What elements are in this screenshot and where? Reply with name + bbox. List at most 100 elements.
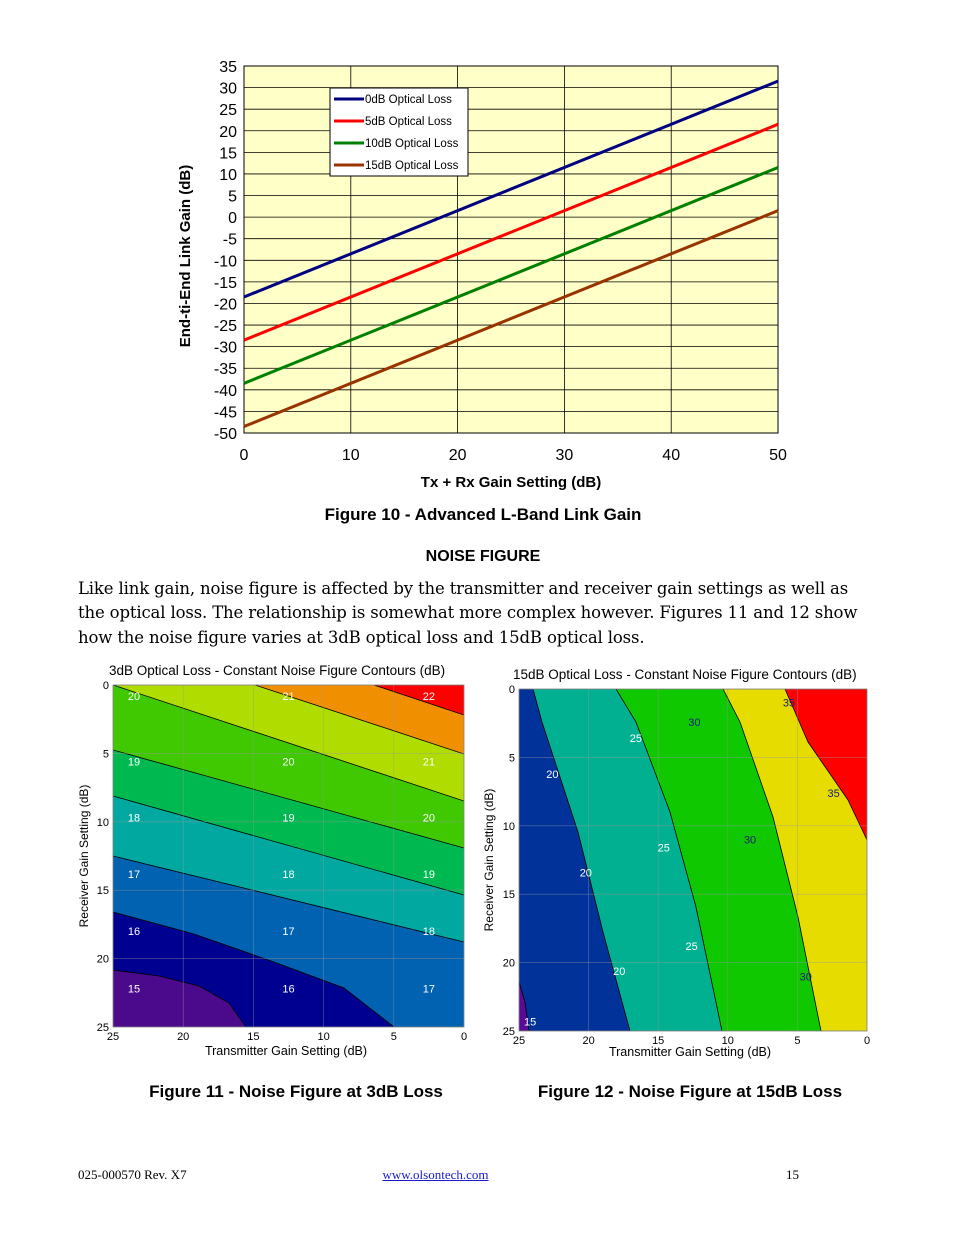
y-tick-label: 30 [219,81,237,98]
x-tick-label: 25 [107,1031,119,1043]
y-tick-label: 0 [509,684,515,696]
legend-label: 10dB Optical Loss [365,138,459,150]
contour-label: 17 [128,869,140,881]
footer-link-wrap: www.olsontech.com [0,1167,871,1183]
y-tick-label: 20 [219,124,237,141]
contour-label: 22 [423,691,435,703]
contour-label: 17 [282,926,294,938]
y-axis-label: Receiver Gain Setting (dB) [482,789,496,932]
legend-label: 0dB Optical Loss [365,94,452,106]
y-tick-label: 5 [228,189,237,206]
y-axis-label: End-ti-End Link Gain (dB) [177,165,194,347]
body-paragraph: Like link gain, noise figure is affected… [78,577,908,650]
x-tick-label: 40 [662,447,680,464]
contour-label: 18 [423,926,435,938]
y-tick-label: 15 [97,885,109,897]
footer-doc-number: 025-000570 Rev. X7 [78,1167,187,1182]
x-tick-label: 0 [864,1035,870,1047]
contour-label: 17 [423,984,435,996]
y-tick-label: -25 [214,318,237,335]
series-line [243,122,779,342]
figure-12-caption: Figure 12 - Noise Figure at 15dB Loss [537,1082,843,1101]
contour-label: 20 [580,867,592,879]
x-tick-label: 5 [794,1035,800,1047]
contour-label: 35 [783,698,795,710]
contour-label: 21 [423,757,435,769]
x-tick-label: 15 [652,1035,664,1047]
y-tick-label: 10 [97,817,109,829]
x-tick-label: 10 [342,447,360,464]
figure-12-chart: 15dB Optical Loss - Constant Noise Figur… [482,667,870,1059]
contour-label: 16 [282,984,294,996]
contour-label: 15 [128,984,140,996]
contour-label: 35 [827,788,839,800]
contour-label: 25 [658,843,670,855]
y-tick-label: -5 [223,232,237,249]
contour-label: 19 [128,757,140,769]
series-line [243,166,779,385]
x-axis-label: Transmitter Gain Setting (dB) [609,1045,771,1059]
contour-label: 30 [744,834,756,846]
y-tick-label: 25 [97,1022,109,1034]
y-tick-label: 5 [103,748,109,760]
y-tick-label: -10 [214,253,237,270]
contour-label: 20 [423,813,435,825]
y-tick-label: 0 [103,680,109,692]
x-tick-label: 20 [449,447,467,464]
y-tick-label: 35 [219,59,237,76]
y-tick-label: -30 [214,340,237,357]
x-tick-label: 0 [461,1031,467,1043]
x-tick-label: 50 [769,447,787,464]
contour-label: 20 [546,769,558,781]
contour-label: 18 [128,813,140,825]
contour-label: 25 [685,941,697,953]
y-tick-label: 10 [219,167,237,184]
contour-label: 19 [282,813,294,825]
x-tick-label: 10 [722,1035,734,1047]
legend: 0dB Optical Loss 5dB Optical Loss 10dB Opt… [329,87,469,177]
y-tick-label: -20 [214,296,237,313]
figure-10-caption: Figure 10 - Advanced L-Band Link Gain [324,505,642,524]
y-tick-label: -40 [214,383,237,400]
x-tick-label: 15 [247,1031,259,1043]
y-tick-label: 15 [219,145,237,162]
contour-label: 20 [128,691,140,703]
y-tick-label: 25 [219,102,237,119]
chart-title: 15dB Optical Loss - Constant Noise Figur… [513,667,857,682]
footer-website-link[interactable]: www.olsontech.com [382,1167,489,1182]
x-tick-label: 10 [317,1031,329,1043]
series-line [243,79,779,299]
contour-label: 21 [282,691,294,703]
contour-label: 18 [282,869,294,881]
contour-label: 16 [128,926,140,938]
x-tick-label: 30 [556,447,574,464]
figure-10-chart: 35302520151050-5-10-15-20-25-30-35-40-45… [177,59,787,491]
y-tick-label: 20 [97,954,109,966]
paragraph-line: Like link gain, noise figure is affected… [78,579,849,598]
x-axis-label: Transmitter Gain Setting (dB) [205,1044,367,1058]
x-tick-label: 20 [177,1031,189,1043]
contour-label: 19 [423,869,435,881]
contour-label: 25 [630,733,642,745]
y-tick-label: 10 [503,821,515,833]
contour-label: 30 [688,717,700,729]
x-tick-label: 0 [240,447,249,464]
y-tick-label: -45 [214,404,237,421]
y-tick-label: -15 [214,275,237,292]
chart-title: 3dB Optical Loss - Constant Noise Figure… [109,663,445,678]
y-tick-label: 5 [509,752,515,764]
contour-label: 15 [524,1016,536,1028]
y-axis-label: Receiver Gain Setting (dB) [77,785,91,928]
section-heading: NOISE FIGURE [425,548,541,565]
contour-label: 30 [800,971,812,983]
y-tick-label: 25 [503,1026,515,1038]
x-tick-label: 25 [513,1035,525,1047]
x-tick-label: 20 [582,1035,594,1047]
x-axis-label: Tx + Rx Gain Setting (dB) [421,474,601,491]
y-tick-label: 0 [228,210,237,227]
figure-11-caption: Figure 11 - Noise Figure at 3dB Loss [149,1082,443,1101]
paragraph-line: the optical loss. The relationship is so… [78,603,858,623]
y-tick-label: 15 [503,889,515,901]
x-tick-label: 5 [391,1031,397,1043]
contour-label: 20 [613,966,625,978]
